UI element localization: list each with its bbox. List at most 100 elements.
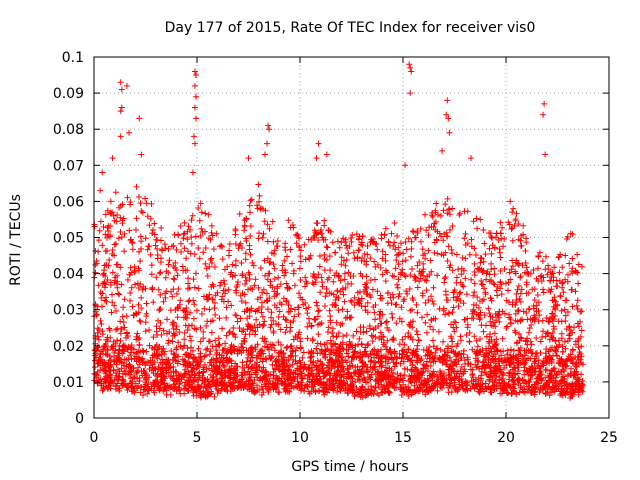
data-point	[271, 293, 278, 300]
data-point	[165, 245, 172, 252]
data-point	[201, 353, 208, 360]
data-point	[297, 276, 304, 283]
data-point	[561, 382, 568, 389]
data-point	[558, 385, 565, 392]
data-point	[249, 259, 256, 266]
data-point	[96, 227, 103, 234]
data-point	[398, 304, 405, 311]
data-point	[95, 282, 102, 289]
data-point	[195, 205, 202, 212]
data-point	[204, 376, 211, 383]
data-point	[558, 330, 565, 337]
data-point	[499, 308, 506, 315]
data-point	[442, 288, 449, 295]
data-point	[561, 338, 568, 345]
data-point	[185, 368, 192, 375]
data-point	[382, 251, 389, 258]
data-point	[496, 249, 503, 256]
data-point	[442, 274, 449, 281]
data-point	[198, 225, 205, 232]
data-point	[104, 234, 111, 241]
data-point	[180, 314, 187, 321]
data-point	[340, 367, 347, 374]
data-point	[95, 336, 102, 343]
data-point	[143, 310, 150, 317]
data-point	[564, 233, 571, 240]
data-point	[522, 360, 529, 367]
data-point	[515, 375, 522, 382]
data-point	[262, 207, 269, 214]
data-point	[350, 249, 357, 256]
data-point	[539, 333, 546, 340]
data-point	[302, 274, 309, 281]
data-point	[117, 337, 124, 344]
data-point	[118, 234, 125, 241]
data-point	[486, 340, 493, 347]
data-point	[564, 338, 571, 345]
data-point	[260, 286, 267, 293]
data-point	[239, 270, 246, 277]
data-point	[163, 391, 170, 398]
data-point	[284, 344, 291, 351]
data-point	[549, 330, 556, 337]
data-point	[563, 297, 570, 304]
data-point	[401, 296, 408, 303]
data-point	[237, 385, 244, 392]
data-point	[261, 218, 268, 225]
data-point	[324, 244, 331, 251]
data-point	[274, 290, 281, 297]
data-point	[185, 275, 192, 282]
data-point	[301, 283, 308, 290]
data-point	[528, 363, 535, 370]
data-point	[326, 307, 333, 314]
data-point	[202, 245, 209, 252]
data-point	[356, 300, 363, 307]
data-point	[490, 280, 497, 287]
data-point	[566, 323, 573, 330]
data-point	[149, 361, 156, 368]
data-point	[482, 251, 489, 258]
data-point	[486, 245, 493, 252]
data-point	[114, 325, 121, 332]
data-point	[425, 386, 432, 393]
data-point	[382, 278, 389, 285]
data-point	[290, 317, 297, 324]
data-point	[212, 382, 219, 389]
data-point	[358, 239, 365, 246]
data-point	[574, 320, 581, 327]
data-point	[318, 346, 325, 353]
data-point	[283, 280, 290, 287]
data-point	[218, 242, 225, 249]
data-point	[317, 382, 324, 389]
data-point	[157, 269, 164, 276]
data-point	[200, 328, 207, 335]
data-point	[578, 327, 585, 334]
data-point	[202, 210, 209, 217]
data-point	[264, 238, 271, 245]
data-point	[497, 285, 504, 292]
data-point	[184, 248, 191, 255]
data-point	[238, 260, 245, 267]
data-point	[368, 390, 375, 397]
data-point	[281, 272, 288, 279]
data-point	[434, 272, 441, 279]
data-point	[470, 306, 477, 313]
data-point	[497, 219, 504, 226]
data-point	[165, 340, 172, 347]
data-point	[327, 228, 334, 235]
data-point	[219, 325, 226, 332]
data-point	[437, 212, 444, 219]
data-point	[476, 316, 483, 323]
data-point	[291, 282, 298, 289]
data-point	[226, 329, 233, 336]
data-point	[466, 329, 473, 336]
data-point	[402, 257, 409, 264]
data-point	[239, 359, 246, 366]
data-point	[181, 245, 188, 252]
data-point	[578, 263, 585, 270]
data-point	[344, 381, 351, 388]
data-point	[348, 238, 355, 245]
data-point	[321, 251, 328, 258]
data-point	[522, 338, 529, 345]
data-point	[459, 282, 466, 289]
